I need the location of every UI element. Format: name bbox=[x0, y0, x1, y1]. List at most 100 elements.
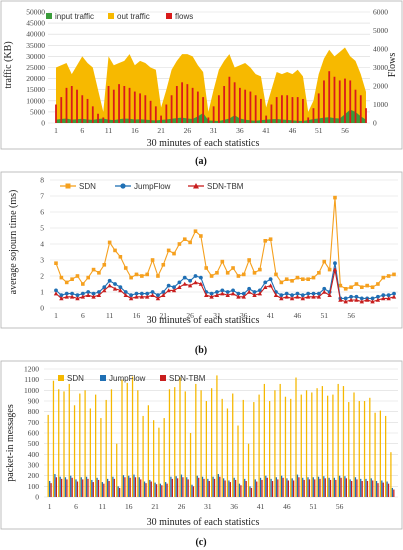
sdn-bar bbox=[242, 399, 244, 497]
y-tick-label: 0 bbox=[41, 119, 45, 128]
x-tick-label: 1 bbox=[54, 126, 58, 135]
jumpflow-point bbox=[54, 288, 58, 293]
jumpflow-point bbox=[75, 293, 80, 298]
legend-label-out-traffic: out traffic bbox=[117, 12, 150, 21]
jumpflow-bar bbox=[217, 474, 219, 497]
legend-marker-sdn bbox=[65, 183, 71, 189]
sdn-tbm-bar bbox=[161, 485, 163, 497]
x-tick-label: 36 bbox=[240, 311, 248, 320]
panel-b-ylabel: average sojourn time (ms) bbox=[8, 190, 19, 295]
sdn-tbm-bar bbox=[224, 480, 226, 497]
x-tick-label: 1 bbox=[54, 311, 58, 320]
sdn-point bbox=[107, 240, 112, 245]
jumpflow-point bbox=[295, 291, 300, 296]
sdn-bar bbox=[353, 392, 355, 497]
sdn-bar bbox=[126, 382, 128, 497]
sdn-tbm-point bbox=[391, 294, 397, 299]
sdn-tbm-bar bbox=[261, 479, 263, 497]
jumpflow-bar bbox=[207, 478, 209, 497]
x-tick-label: 11 bbox=[106, 311, 113, 320]
y-tick-label: 7 bbox=[40, 192, 44, 201]
sdn-point bbox=[231, 266, 235, 270]
jumpflow-bar bbox=[117, 486, 119, 497]
sdn-tbm-bar bbox=[229, 482, 231, 497]
sdn-bar bbox=[68, 383, 70, 497]
sdn-point bbox=[156, 274, 160, 278]
jumpflow-bar bbox=[317, 476, 320, 497]
flows-bar bbox=[149, 100, 152, 123]
panel-a-y2label: Flows bbox=[387, 53, 398, 78]
sdn-tbm-point bbox=[348, 297, 354, 302]
x-tick-label: 36 bbox=[236, 126, 244, 135]
jumpflow-bar bbox=[281, 475, 283, 497]
sdn-tbm-point bbox=[343, 299, 348, 304]
sdn-point bbox=[322, 259, 327, 264]
legend-marker-sdn-tbm bbox=[193, 183, 199, 189]
sdn-line bbox=[55, 197, 395, 290]
y-tick-label: 45000 bbox=[26, 19, 45, 28]
sdn-bar bbox=[84, 390, 86, 497]
jumpflow-bar bbox=[254, 479, 256, 497]
y-tick-label: 200 bbox=[28, 471, 40, 480]
jumpflow-point bbox=[279, 293, 284, 298]
sdn-tbm-bar bbox=[387, 483, 390, 497]
legend-label-input-traffic: input traffic bbox=[55, 12, 94, 21]
flows-bar bbox=[60, 97, 63, 123]
sdn-tbm-bar bbox=[124, 477, 126, 497]
sdn-tbm-point bbox=[279, 296, 284, 301]
jumpflow-bar bbox=[381, 480, 383, 497]
jumpflow-bar bbox=[91, 479, 93, 497]
y-tick-label: 5000 bbox=[30, 107, 45, 116]
sdn-point bbox=[258, 267, 262, 272]
jumpflow-point bbox=[145, 291, 150, 296]
panel-a-label: (a) bbox=[195, 156, 207, 167]
y-tick-label: 30000 bbox=[26, 52, 45, 61]
jumpflow-bar bbox=[244, 478, 246, 497]
sdn-bar bbox=[369, 397, 371, 497]
sdn-tbm-bar bbox=[150, 481, 152, 497]
sdn-bar bbox=[142, 415, 144, 497]
sdn-bar bbox=[232, 393, 234, 497]
jumpflow-bar bbox=[186, 477, 188, 497]
flows-bar bbox=[207, 117, 210, 123]
legend-label-flows: flows bbox=[175, 12, 193, 21]
sdn-tbm-bar bbox=[76, 481, 79, 497]
sdn-point bbox=[204, 266, 209, 270]
sdn-tbm-point bbox=[107, 283, 112, 288]
sdn-bar bbox=[327, 395, 329, 497]
flows-bar bbox=[233, 82, 236, 123]
jumpflow-bar bbox=[339, 475, 341, 497]
y-tick-label: 15000 bbox=[26, 85, 45, 94]
flows-bar bbox=[328, 71, 331, 123]
sdn-point bbox=[295, 275, 300, 280]
sdn-point bbox=[209, 274, 214, 278]
flows-bar bbox=[338, 80, 341, 123]
jumpflow-point bbox=[64, 291, 69, 296]
y-tick-label: 0 bbox=[35, 493, 39, 502]
jumpflow-point bbox=[91, 291, 96, 296]
sdn-point bbox=[215, 271, 219, 275]
jumpflow-bar bbox=[365, 478, 367, 497]
flows-bar bbox=[228, 76, 231, 123]
jumpflow-point bbox=[263, 280, 268, 285]
sdn-tbm-bar bbox=[266, 477, 268, 497]
jumpflow-point bbox=[188, 278, 193, 283]
panel-b-legend: SDN JumpFlow SDN-TBM bbox=[60, 182, 244, 191]
flows-bar bbox=[123, 86, 126, 123]
sdn-point bbox=[370, 285, 375, 289]
sdn-tbm-bar bbox=[377, 483, 379, 497]
y-tick-label: 8 bbox=[40, 176, 44, 185]
sdn-tbm-point bbox=[182, 281, 187, 286]
sdn-tbm-bar bbox=[335, 479, 337, 497]
sdn-tbm-point bbox=[134, 294, 139, 299]
panel-a: 0500010000150002000025000300003500040000… bbox=[0, 0, 403, 150]
jumpflow-bar bbox=[80, 477, 82, 497]
jumpflow-bar bbox=[265, 475, 267, 497]
sdn-point bbox=[365, 283, 369, 288]
sdn-tbm-point bbox=[263, 285, 268, 289]
x-tick-label: 16 bbox=[131, 126, 139, 135]
jumpflow-bar bbox=[228, 480, 230, 497]
y-tick-label: 1100 bbox=[24, 375, 39, 384]
